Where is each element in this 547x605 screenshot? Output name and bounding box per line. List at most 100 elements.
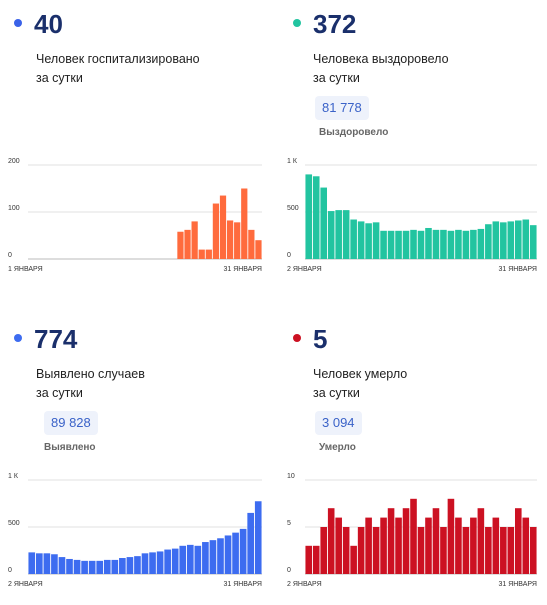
bar — [202, 542, 209, 574]
recovered-panel: 372 Человека выздоровело за сутки 81 778… — [273, 0, 546, 300]
cases-total-label: Выявлено — [44, 442, 96, 453]
bar — [191, 221, 198, 259]
bar — [126, 557, 134, 574]
y-tick-label: 5 — [287, 520, 291, 527]
bar — [209, 540, 217, 574]
bar — [470, 229, 477, 259]
recovered-chart: 0 500 1 К 2 ЯНВАРЯ 31 ЯНВАРЯ — [287, 158, 537, 273]
bullet-dot-icon — [293, 334, 301, 342]
y-tick-label: 200 — [8, 158, 20, 165]
bar — [440, 229, 447, 259]
bar — [247, 512, 254, 574]
bar — [500, 222, 507, 259]
bar — [335, 210, 342, 259]
bar — [529, 527, 537, 574]
bar — [350, 219, 357, 259]
deaths-chart: 0 5 10 2 ЯНВАРЯ 31 ЯНВАРЯ — [287, 473, 537, 588]
hospitalized-chart: 0 100 200 1 ЯНВАРЯ 31 ЯНВАРЯ — [8, 158, 262, 273]
bar — [327, 211, 335, 259]
recovered-total: 81 778 — [315, 96, 369, 120]
bar — [380, 517, 387, 574]
bar — [320, 527, 328, 574]
bar — [226, 220, 234, 259]
cases-total: 89 828 — [44, 411, 98, 435]
bar — [507, 221, 515, 259]
bar — [177, 231, 184, 259]
bar — [522, 219, 530, 259]
bar — [395, 517, 402, 574]
bar — [239, 528, 247, 574]
bar — [432, 508, 440, 574]
bar — [447, 498, 455, 574]
x-end-label: 31 ЯНВАРЯ — [498, 266, 537, 273]
deaths-total: 3 094 — [315, 411, 362, 435]
bar — [365, 223, 372, 259]
bar — [66, 558, 73, 574]
hospitalized-caption: Человек госпитализировано за сутки — [36, 52, 200, 85]
deaths-total-label: Умерло — [319, 442, 356, 453]
bar — [51, 554, 58, 574]
bar — [198, 249, 205, 259]
y-tick-label: 1 К — [8, 473, 19, 480]
bar — [365, 517, 372, 574]
bar — [342, 210, 350, 259]
bar — [477, 508, 485, 574]
bar — [81, 560, 88, 574]
y-tick-label: 0 — [8, 252, 12, 259]
bar — [88, 560, 96, 574]
x-start-label: 2 ЯНВАРЯ — [8, 581, 43, 588]
bar — [529, 225, 537, 259]
bar — [255, 240, 262, 259]
bar — [522, 517, 530, 574]
y-tick-label: 0 — [8, 567, 12, 574]
bar — [485, 224, 492, 259]
y-tick-label: 10 — [287, 473, 295, 480]
y-tick-label: 0 — [287, 252, 291, 259]
bar — [500, 527, 507, 574]
bar — [447, 230, 455, 259]
bar — [205, 249, 212, 259]
bar — [425, 517, 432, 574]
bar — [462, 527, 470, 574]
cases-panel: 774 Выявлено случаев за сутки 89 828 Выя… — [0, 315, 273, 605]
x-start-label: 1 ЯНВАРЯ — [8, 266, 43, 273]
bar — [342, 527, 350, 574]
bar — [417, 230, 425, 259]
bar — [387, 508, 395, 574]
bar — [134, 556, 141, 574]
bar — [455, 517, 462, 574]
bar — [179, 545, 187, 574]
bar — [305, 174, 313, 259]
bar — [410, 498, 417, 574]
bar — [372, 222, 380, 259]
bar — [58, 557, 66, 574]
bar — [395, 230, 402, 259]
bar — [357, 527, 365, 574]
deaths-caption: Человек умерло за сутки — [313, 367, 408, 400]
bar — [492, 517, 500, 574]
bar — [217, 538, 224, 574]
y-tick-label: 100 — [8, 205, 20, 212]
hospitalized-panel: 40 Человек госпитализировано за сутки 0 1… — [0, 0, 273, 300]
bar — [402, 508, 410, 574]
bar — [149, 552, 156, 574]
bar — [111, 559, 119, 574]
bar — [36, 553, 43, 574]
bar — [507, 527, 515, 574]
bar — [387, 230, 395, 259]
recovered-count: 372 — [313, 9, 357, 39]
bar — [171, 548, 179, 574]
bar — [492, 221, 500, 259]
bar — [28, 552, 36, 574]
x-end-label: 31 ЯНВАРЯ — [223, 266, 262, 273]
bar — [335, 517, 342, 574]
bar — [232, 532, 239, 574]
y-tick-label: 500 — [287, 205, 299, 212]
x-start-label: 2 ЯНВАРЯ — [287, 581, 322, 588]
bar — [305, 545, 313, 574]
recovered-total-label: Выздоровело — [319, 127, 389, 138]
bar — [320, 187, 328, 259]
bar — [380, 230, 387, 259]
cases-caption: Выявлено случаев за сутки — [36, 367, 145, 400]
bar — [514, 508, 522, 574]
